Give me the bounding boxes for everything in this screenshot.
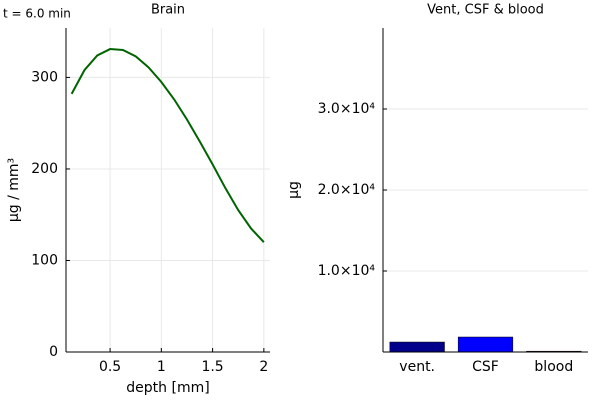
chart-title: Vent, CSF & blood xyxy=(427,3,544,18)
y-tick-label: 100 xyxy=(31,252,58,268)
x-tick-label: blood xyxy=(534,359,573,375)
chart-title: Brain xyxy=(151,3,185,18)
y-tick-label: 300 xyxy=(31,69,58,85)
x-tick-label: vent. xyxy=(399,359,435,375)
x-tick-label: 0.5 xyxy=(99,359,121,375)
x-tick-label: 1.5 xyxy=(201,359,223,375)
y-tick-label: 1.0×10⁴ xyxy=(318,263,376,279)
bar xyxy=(389,341,445,353)
y-tick-label: 3.0×10⁴ xyxy=(318,101,376,117)
bar xyxy=(457,336,514,353)
annotation: t = 6.0 min xyxy=(3,7,71,21)
x-tick-label: CSF xyxy=(472,359,499,375)
y-tick-label: 0 xyxy=(49,344,58,360)
y-axis-label: μg / mm³ xyxy=(6,158,22,222)
x-tick-label: 1 xyxy=(157,359,166,375)
y-tick-label: 2.0×10⁴ xyxy=(318,182,376,198)
data-line xyxy=(70,48,265,243)
x-tick-label: 2 xyxy=(259,359,268,375)
y-axis-label: μg xyxy=(286,181,302,199)
x-axis-label: depth [mm] xyxy=(126,380,209,396)
y-tick-label: 200 xyxy=(31,161,58,177)
